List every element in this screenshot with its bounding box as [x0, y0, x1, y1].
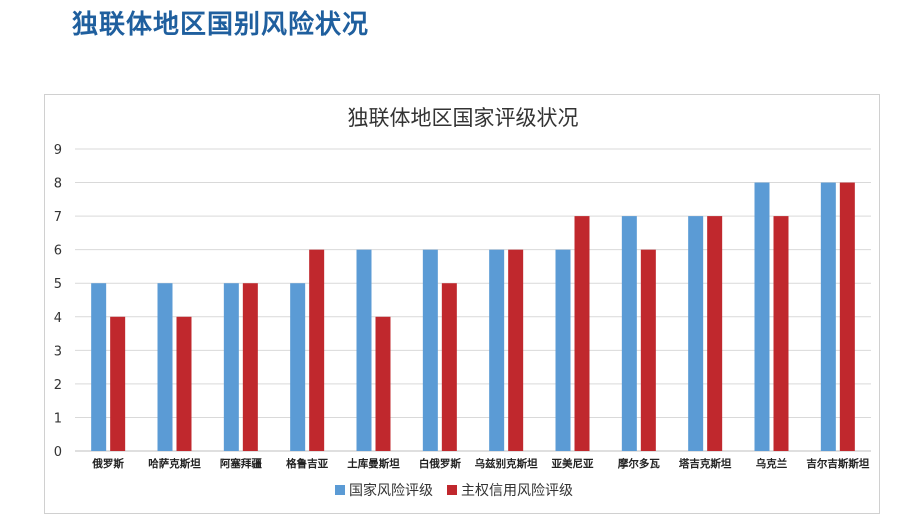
x-category-label: 白俄罗斯: [419, 457, 461, 470]
bar-sovereign-credit: [508, 249, 524, 451]
bar-country-risk: [356, 249, 372, 451]
x-category-label: 格鲁吉亚: [286, 457, 328, 470]
x-category-label: 乌克兰: [756, 457, 788, 470]
bar-sovereign-credit: [375, 316, 391, 451]
x-category-label: 摩尔多瓦: [618, 457, 660, 470]
bar-sovereign-credit: [242, 283, 258, 451]
bar-country-risk: [820, 182, 836, 452]
x-category-label: 阿塞拜疆: [220, 457, 262, 470]
y-tick-label: 5: [54, 277, 62, 292]
y-tick-label: 1: [54, 411, 62, 426]
bar-country-risk: [290, 283, 306, 451]
bar-sovereign-credit: [773, 216, 789, 451]
page-heading: 独联体地区国别风险状况: [72, 10, 370, 40]
bar-country-risk: [489, 249, 505, 451]
legend-swatch: [335, 485, 345, 495]
x-axis-categories: 俄罗斯 哈萨克斯坦 阿塞拜疆 格鲁吉亚 土库曼斯坦 白俄罗斯 乌兹别克斯坦 亚美尼亚 摩尔多瓦 塔…: [91, 457, 869, 470]
legend-label: 国家风险评级: [349, 482, 433, 499]
x-category-label: 土库曼斯坦: [347, 457, 400, 470]
bar-sovereign-credit: [707, 216, 723, 451]
chart-frame: 独联体地区国家评级状况 0 1 2 3 4 5 6 7 8 9 俄罗斯 哈萨克斯坦 阿塞拜疆 格鲁吉亚 土…: [44, 94, 880, 514]
x-category-label: 吉尔吉斯斯坦: [806, 457, 869, 470]
gridlines: [75, 148, 871, 452]
y-tick-label: 3: [54, 344, 62, 359]
y-axis-ticks: 0 1 2 3 4 5 6 7 8 9: [54, 143, 62, 460]
x-category-label: 哈萨克斯坦: [148, 457, 201, 470]
bar-country-risk: [754, 182, 770, 452]
bars: [91, 182, 855, 452]
bar-sovereign-credit: [441, 283, 457, 451]
legend-swatch: [447, 485, 457, 495]
y-tick-label: 9: [54, 143, 62, 158]
y-tick-label: 7: [54, 210, 62, 225]
bar-chart: 独联体地区国家评级状况 0 1 2 3 4 5 6 7 8 9 俄罗斯 哈萨克斯坦 阿塞拜疆 格鲁吉亚 土…: [54, 106, 871, 499]
legend: 国家风险评级 主权信用风险评级: [335, 482, 573, 499]
bar-country-risk: [555, 249, 571, 451]
bar-sovereign-credit: [574, 216, 590, 451]
y-tick-label: 0: [54, 445, 62, 460]
legend-label: 主权信用风险评级: [461, 483, 573, 499]
bar-sovereign-credit: [640, 249, 656, 451]
bar-country-risk: [422, 249, 438, 451]
bar-country-risk: [621, 216, 637, 451]
x-category-label: 亚美尼亚: [552, 457, 594, 470]
x-category-label: 俄罗斯: [91, 457, 124, 470]
y-tick-label: 4: [54, 311, 62, 326]
bar-sovereign-credit: [309, 249, 325, 451]
bar-sovereign-credit: [839, 182, 855, 452]
bar-country-risk: [223, 283, 239, 451]
bar-country-risk: [91, 283, 107, 451]
x-category-label: 塔吉克斯坦: [679, 457, 732, 470]
y-tick-label: 8: [54, 177, 62, 192]
bar-sovereign-credit: [176, 316, 192, 451]
x-category-label: 乌兹别克斯坦: [475, 457, 538, 470]
chart-title: 独联体地区国家评级状况: [348, 106, 579, 130]
bar-country-risk: [157, 283, 173, 451]
bar-country-risk: [688, 216, 704, 451]
bar-sovereign-credit: [110, 316, 126, 451]
y-tick-label: 6: [54, 244, 62, 259]
y-tick-label: 2: [54, 378, 62, 393]
